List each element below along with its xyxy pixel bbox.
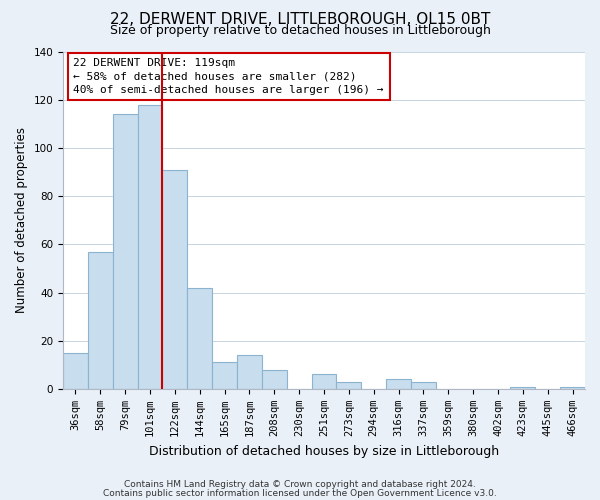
Bar — [262, 370, 287, 389]
Bar — [411, 382, 436, 389]
Bar — [88, 252, 113, 389]
Bar — [237, 355, 262, 389]
Text: 22 DERWENT DRIVE: 119sqm
← 58% of detached houses are smaller (282)
40% of semi-: 22 DERWENT DRIVE: 119sqm ← 58% of detach… — [73, 58, 384, 94]
Bar — [63, 353, 88, 389]
Bar — [386, 380, 411, 389]
Bar — [311, 374, 337, 389]
Bar — [212, 362, 237, 389]
Bar — [163, 170, 187, 389]
Text: Contains public sector information licensed under the Open Government Licence v3: Contains public sector information licen… — [103, 488, 497, 498]
Bar — [187, 288, 212, 389]
Bar — [337, 382, 361, 389]
X-axis label: Distribution of detached houses by size in Littleborough: Distribution of detached houses by size … — [149, 444, 499, 458]
Text: Contains HM Land Registry data © Crown copyright and database right 2024.: Contains HM Land Registry data © Crown c… — [124, 480, 476, 489]
Bar — [511, 386, 535, 389]
Bar — [113, 114, 137, 389]
Bar — [137, 104, 163, 389]
Y-axis label: Number of detached properties: Number of detached properties — [15, 127, 28, 313]
Text: 22, DERWENT DRIVE, LITTLEBOROUGH, OL15 0BT: 22, DERWENT DRIVE, LITTLEBOROUGH, OL15 0… — [110, 12, 490, 28]
Bar — [560, 386, 585, 389]
Text: Size of property relative to detached houses in Littleborough: Size of property relative to detached ho… — [110, 24, 490, 37]
